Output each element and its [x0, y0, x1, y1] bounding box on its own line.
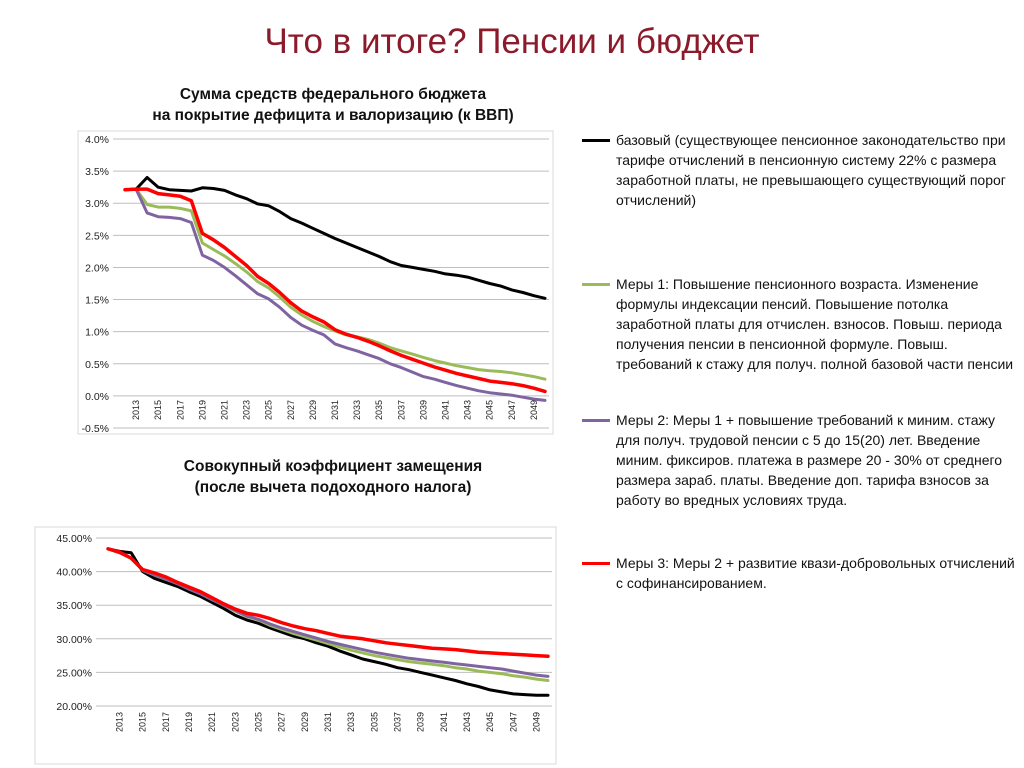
chart1-x-tick-label: 2037	[396, 400, 406, 420]
chart1-x-tick-label: 2015	[153, 400, 163, 420]
chart2-x-tick-label: 2041	[439, 712, 449, 732]
chart1-x-tick-label: 2023	[242, 400, 252, 420]
chart1-y-tick-label: -0.5%	[82, 423, 109, 435]
chart2-x-tick-label: 2039	[416, 712, 426, 732]
chart1-y-tick-label: 0.0%	[85, 391, 109, 403]
chart2-x-tick-label: 2027	[277, 712, 287, 732]
chart1-x-tick-label: 2041	[441, 400, 451, 420]
legend-text-m2: Меры 2: Меры 1 + повышение требований к …	[616, 412, 1003, 508]
chart2-x-tick-label: 2049	[531, 712, 541, 732]
chart1-x-tick-label: 2049	[529, 400, 539, 420]
chart1-x-tick-label: 2039	[418, 400, 428, 420]
chart1-x-tick-label: 2017	[175, 400, 185, 420]
chart2-x-tick-label: 2037	[392, 712, 402, 732]
chart1-x-tick-label: 2035	[374, 400, 384, 420]
legend: базовый (существующее пенсионное законод…	[580, 128, 1020, 591]
chart1-x-tick-label: 2047	[507, 400, 517, 420]
chart1-y-tick-label: 0.5%	[85, 359, 109, 371]
chart1-series-line-4	[123, 187, 547, 394]
chart1-y-tick-label: 3.5%	[85, 166, 109, 178]
chart1-series-line-3	[123, 187, 547, 402]
chart1-x-tick-label: 2021	[219, 400, 229, 420]
chart2-series-line-2	[106, 547, 550, 682]
chart1-y-tick-label: 2.0%	[85, 262, 109, 274]
chart2-x-tick-label: 2025	[254, 712, 264, 732]
chart2-series-line-1	[106, 547, 550, 697]
chart2-y-tick-label: 35.00%	[56, 600, 92, 612]
chart2-x-tick-label: 2015	[138, 712, 148, 732]
chart1-y-tick-label: 1.0%	[85, 327, 109, 339]
chart2-series-line-4	[106, 547, 550, 659]
chart1-x-tick-label: 2045	[485, 400, 495, 420]
chart2-x-tick-label: 2019	[184, 712, 194, 732]
legend-swatch-m3	[582, 562, 610, 565]
legend-swatch-m1	[582, 283, 610, 286]
chart2-title-line1: Совокупный коэффициент замещения	[183, 458, 483, 475]
legend-item-m3: Меры 3: Меры 2 + развитие квази-добровол…	[580, 553, 1020, 593]
chart2-y-tick-label: 30.00%	[56, 634, 92, 646]
chart2-x-tick-label: 2047	[508, 712, 518, 732]
chart2-y-tick-label: 45.00%	[56, 533, 92, 545]
legend-item-base: базовый (существующее пенсионное законод…	[580, 130, 1020, 210]
chart2-x-tick-label: 2017	[161, 712, 171, 732]
chart1-x-tick-label: 2033	[352, 400, 362, 420]
chart2-x-tick-label: 2043	[462, 712, 472, 732]
chart1-series-line-2	[123, 187, 547, 381]
chart2-frame	[34, 526, 557, 765]
chart1-x-tick-label: 2029	[308, 400, 318, 420]
slide-title: Что в итоге? Пенсии и бюджет	[264, 22, 760, 61]
chart2-x-tick-label: 2045	[485, 712, 495, 732]
chart1-y-tick-label: 1.5%	[85, 295, 109, 307]
chart1-x-tick-label: 2019	[197, 400, 207, 420]
legend-text-m3: Меры 3: Меры 2 + развитие квази-добровол…	[616, 555, 1015, 591]
chart2-x-tick-label: 2033	[346, 712, 356, 732]
chart1-title: Сумма средств федерального бюджета на по…	[100, 84, 566, 126]
chart2-y-tick-label: 40.00%	[56, 567, 92, 579]
legend-text-base: базовый (существующее пенсионное законод…	[616, 132, 1006, 208]
chart1-x-tick-label: 2025	[264, 400, 274, 420]
chart1-series-line-1	[123, 176, 547, 300]
legend-swatch-base	[582, 139, 610, 142]
legend-text-m1: Меры 1: Повышение пенсионного возраста. …	[616, 276, 1014, 372]
chart2-title: Совокупный коэффициент замещения (после …	[100, 456, 566, 498]
chart2-x-tick-label: 2013	[115, 712, 125, 732]
chart2-title-line2: (после вычета подоходного налога)	[194, 479, 472, 496]
chart1-frame	[77, 130, 554, 435]
chart2-x-tick-label: 2031	[323, 712, 333, 732]
chart2-x-tick-label: 2023	[230, 712, 240, 732]
chart1-x-tick-label: 2027	[286, 400, 296, 420]
chart2-y-tick-label: 20.00%	[56, 701, 92, 713]
chart1-title-line1: Сумма средств федерального бюджета	[179, 86, 487, 103]
chart2-series-line-3	[106, 547, 550, 678]
chart2-y-tick-label: 25.00%	[56, 667, 92, 679]
chart1-y-tick-label: 4.0%	[85, 134, 109, 146]
chart2-x-tick-label: 2035	[369, 712, 379, 732]
chart2-x-tick-label: 2021	[207, 712, 217, 732]
chart2-x-tick-label: 2029	[300, 712, 310, 732]
chart1-y-tick-label: 3.0%	[85, 198, 109, 210]
chart1-y-tick-label: 2.5%	[85, 230, 109, 242]
legend-item-m2: Меры 2: Меры 1 + повышение требований к …	[580, 410, 1020, 510]
chart1-x-tick-label: 2043	[463, 400, 473, 420]
chart1-title-line2: на покрытие дефицита и валоризацию (к ВВ…	[152, 107, 514, 124]
chart1-x-tick-label: 2013	[131, 400, 141, 420]
legend-swatch-m2	[582, 419, 610, 422]
legend-item-m1: Меры 1: Повышение пенсионного возраста. …	[580, 274, 1020, 374]
chart1-x-tick-label: 2031	[330, 400, 340, 420]
